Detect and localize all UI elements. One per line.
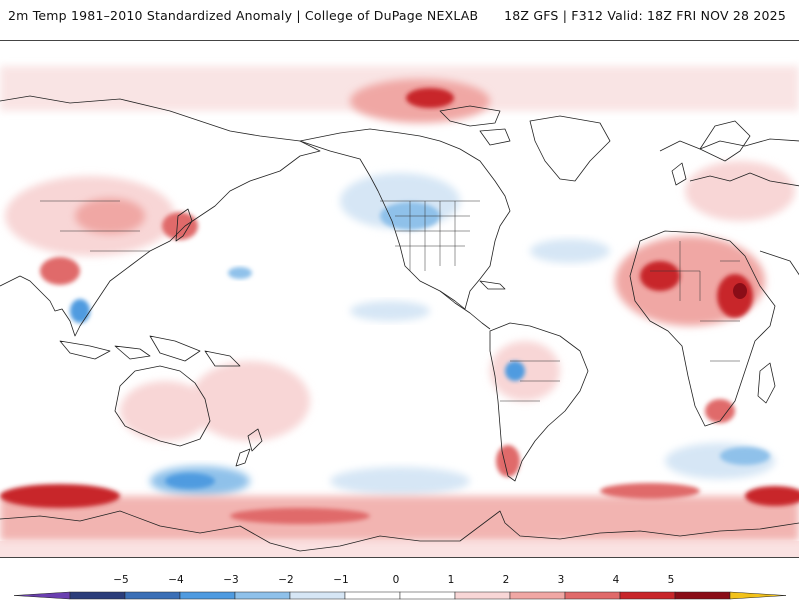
antarctica-coastline [0,510,799,552]
us-state-borders [395,201,470,271]
colorbar-tick-label: 4 [613,574,620,586]
colorbar-segment [619,591,676,600]
asia-borders [40,200,150,252]
central-america-coastline [439,290,491,330]
andes-cold [505,361,525,381]
colorbar-segment [234,591,291,600]
colorbar-tick-label: −5 [113,574,128,586]
colorbar-segment [399,591,456,600]
africa-coastline [629,230,776,427]
header: 2m Temp 1981–2010 Standardized Anomaly |… [0,0,800,30]
sahara-warm-core [640,261,680,291]
greenland-outline [529,115,611,182]
uk-outline [671,162,687,186]
colorbar-segment [509,591,566,600]
colorbar-segment [124,591,181,600]
new-zealand-outline [235,428,263,467]
anomaly-map [0,66,799,557]
antarctic-warm-band [0,496,799,541]
colorbar-arrow-low [13,591,71,600]
run-info: 18Z GFS | F312 Valid: 18Z FRI NOV 28 202… [504,8,786,23]
colorbar-tick-label: 1 [448,574,455,586]
colorbar-tick-label: −4 [168,574,184,586]
colorbar-segment [564,591,621,600]
colorbar-segment [289,591,346,600]
colorbar-tick-label: 3 [558,574,565,586]
south-america-coastline [489,322,589,482]
greenland-warm-core [406,88,454,108]
arctic-islands-outline [439,105,511,146]
colorbar-segment [454,591,511,600]
colorbar-segment [179,591,236,600]
colorbar-segment [69,591,126,600]
colorbar: −5 −4 −3 −2 −1 0 1 2 3 4 5 [0,566,800,600]
colorbar-segment [344,591,401,600]
south-america-borders [500,360,560,402]
colorbar-tick-label: 2 [503,574,510,586]
colorbar-tick-label: −1 [333,574,348,586]
map-title: 2m Temp 1981–2010 Standardized Anomaly |… [8,8,479,23]
africa-borders [650,241,740,362]
anomaly-shading [0,66,799,557]
colorbar-segment [674,591,731,600]
colorbar-tick-label: −2 [278,574,293,586]
cuba-outline [479,280,506,290]
colorbar-tick-label: −3 [223,574,238,586]
asia-coastline [0,95,321,337]
europe-coastline [659,138,799,187]
colorbar-tick-label: 0 [393,574,400,586]
japan-outline [175,208,193,242]
colorbar-arrow-high [729,591,787,600]
patagonia-warm [496,445,520,477]
colorbar-svg: −5 −4 −3 −2 −1 0 1 2 3 4 5 [13,574,787,600]
colorbar-tick-label: 5 [668,574,675,586]
map-panel [0,40,799,558]
arabia-coastline [759,250,799,276]
australia-outline [114,365,211,447]
madagascar-outline [757,362,776,404]
political-borders [40,200,740,402]
scandinavia-outline [699,120,751,162]
indonesia-outline [59,335,241,367]
